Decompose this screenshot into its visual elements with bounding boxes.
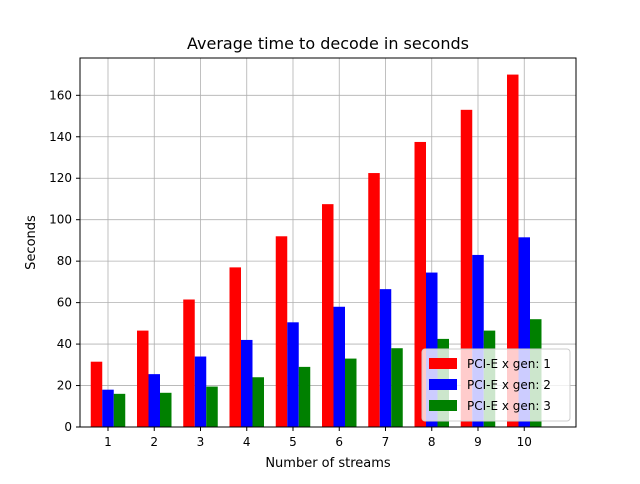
bar (322, 204, 334, 427)
bar (414, 141, 426, 427)
y-tick-label: 40 (57, 337, 72, 351)
y-tick-label: 0 (64, 420, 72, 434)
legend-swatch (429, 358, 457, 369)
y-tick-label: 140 (49, 130, 72, 144)
bar (275, 236, 288, 427)
legend-label: PCI-E x gen: 2 (467, 378, 551, 392)
bar (206, 386, 218, 427)
legend: PCI-E x gen: 1 PCI-E x gen: 2 PCI-E x gen:… (421, 348, 571, 422)
x-tick-label: 6 (335, 435, 343, 449)
bar (160, 392, 172, 427)
y-tick-label: 80 (57, 254, 72, 268)
x-tick-label: 8 (428, 435, 436, 449)
bars (90, 74, 542, 428)
x-tick-label: 4 (243, 435, 251, 449)
y-tick-label: 120 (49, 171, 72, 185)
bar (287, 322, 299, 427)
y-tick-label: 100 (49, 213, 72, 227)
bar (241, 339, 253, 427)
y-tick-label: 60 (57, 296, 72, 310)
bar (90, 361, 103, 427)
x-axis-label: Number of streams (265, 456, 391, 471)
legend-swatch (429, 400, 457, 411)
bar (518, 237, 530, 427)
bar (391, 348, 403, 427)
bar (102, 389, 114, 427)
x-tick-label: 10 (517, 435, 532, 449)
bar (333, 306, 345, 427)
x-tick-label: 7 (382, 435, 390, 449)
bar (183, 299, 195, 427)
x-tick-label: 2 (150, 435, 158, 449)
x-tick-label: 5 (289, 435, 297, 449)
legend-label: PCI-E x gen: 1 (467, 357, 551, 371)
x-tick-label: 9 (474, 435, 482, 449)
axes (79, 57, 577, 428)
bar (507, 74, 519, 428)
y-axis-label: Seconds (24, 215, 39, 270)
bar (368, 173, 380, 427)
y-tick-label: 160 (49, 88, 72, 102)
x-axis-ticks: 1 2 3 4 5 6 7 8 9 10 (104, 427, 532, 449)
y-tick-label: 20 (57, 379, 72, 393)
x-tick-label: 1 (104, 435, 112, 449)
chart-title: Average time to decode in seconds (187, 34, 469, 53)
bar (137, 330, 149, 427)
legend-label: PCI-E x gen: 3 (467, 399, 551, 413)
bar (229, 267, 241, 427)
bar (148, 374, 160, 427)
plot-frame (79, 57, 577, 428)
bar (379, 289, 392, 427)
legend-swatch (429, 379, 457, 390)
legend-box (421, 348, 571, 422)
x-tick-label: 3 (197, 435, 205, 449)
bar (298, 366, 311, 427)
bar (460, 109, 473, 428)
bar (194, 356, 207, 427)
y-axis-ticks: 0 20 40 60 80 100 120 140 160 (49, 88, 80, 434)
bar (472, 254, 484, 427)
bar (345, 358, 357, 427)
bar (113, 393, 126, 427)
bar (252, 377, 264, 427)
